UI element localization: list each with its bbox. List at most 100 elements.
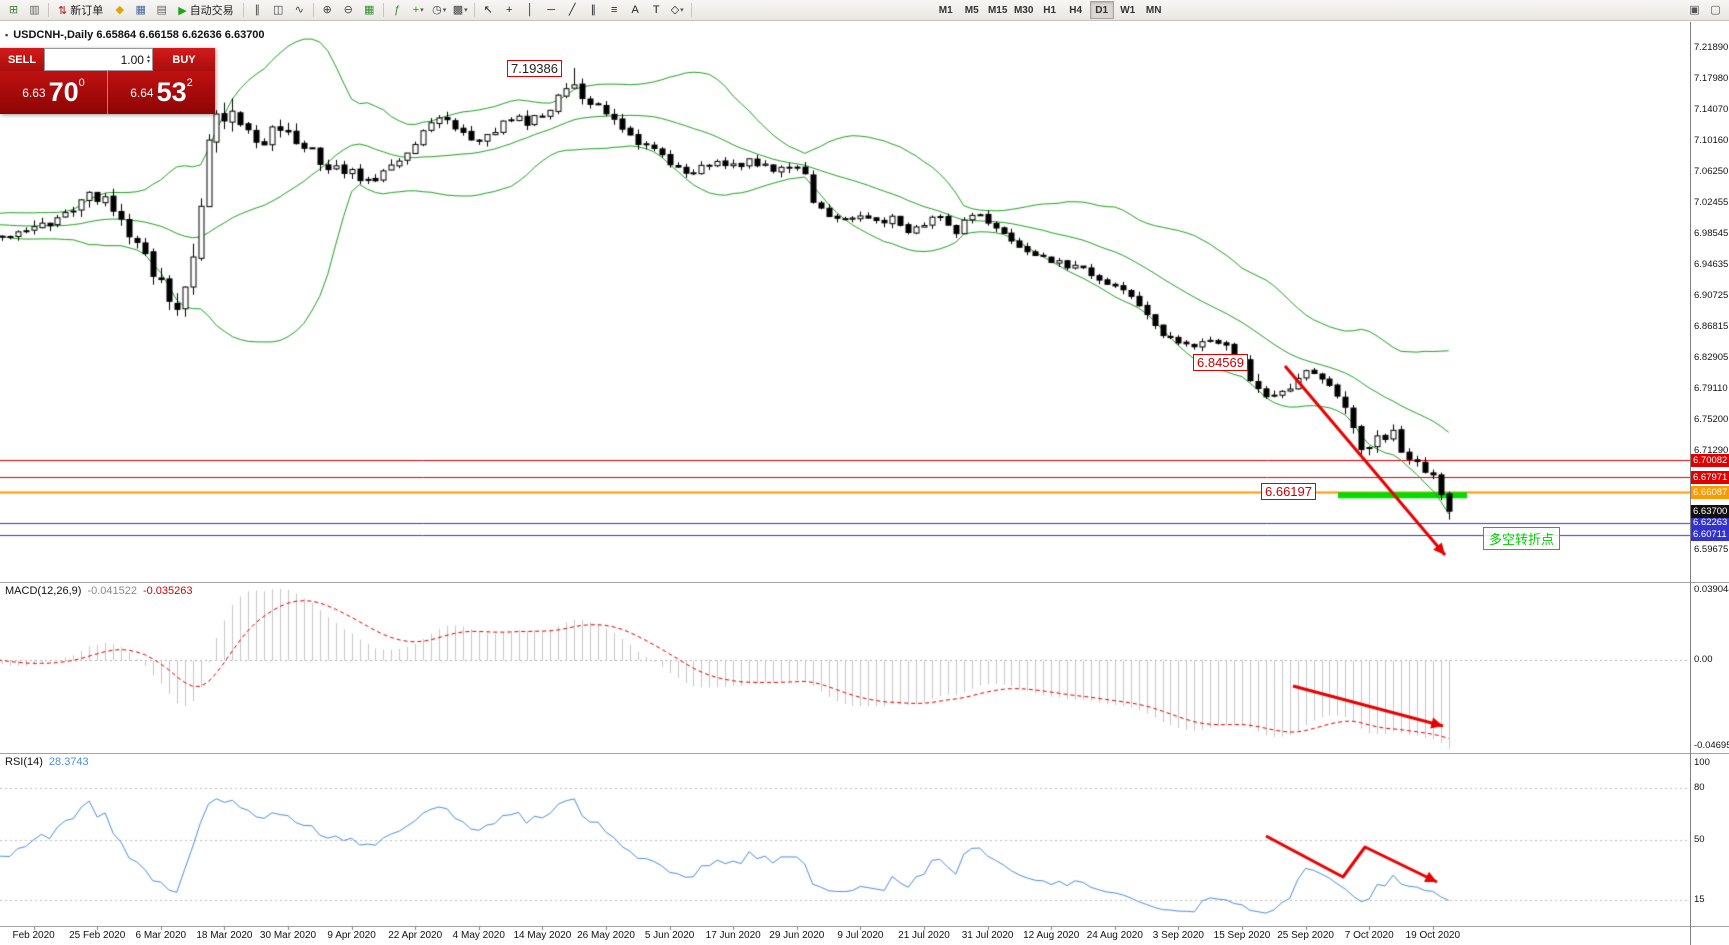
window-restore-icon[interactable]: ▣ [1689,3,1700,16]
date-axis-label: 25 Sep 2020 [1277,930,1334,941]
date-axis-label: 5 Jun 2020 [644,930,695,941]
text-icon[interactable]: A [631,3,639,16]
indicator-list-icon[interactable]: ƒ [394,3,401,16]
main-toolbar: ⊞ ▥ ⇅ 新订单 ◆ ▦ ▤ ▶ 自动交易 ∥ ◫ ∿ ⊕ ⊖ ▦ ƒ + ▾ ◷ ▾ ▩ ▾ ↖ + │ ─ ╱ ∥ ≡ A T ◇ ▾ M1… [0,0,1729,21]
price-axis-label: 7.10160 [1694,135,1729,147]
rsi-label: RSI(14) 28.3743 [5,756,89,768]
volume-value: 1.00 [120,52,144,67]
timeframe-d1-button[interactable]: D1 [1089,1,1114,19]
timeframe-h4-button[interactable]: H4 [1069,4,1083,16]
macd-value-1: -0.041522 [87,585,137,597]
price-axis[interactable]: 7.21890 7.17980 7.14070 7.10160 7.06250 7.024… [1690,22,1729,945]
horizontal-line-icon[interactable]: ─ [547,3,556,16]
entry-price-label[interactable]: 6.66197 [1261,483,1316,500]
templates-icon[interactable]: ▩ ▾ [452,3,468,16]
add-indicator-icon[interactable]: + ▾ [412,3,424,16]
window-maximize-icon[interactable]: ▢ [1710,3,1721,16]
timeframe-h1-button[interactable]: H1 [1043,4,1057,16]
trendline-icon[interactable]: ╱ [568,3,576,16]
date-axis-label: 6 Mar 2020 [135,930,187,941]
label-icon[interactable]: T [652,3,660,16]
macd-scale-label: -0.046959 [1694,740,1729,751]
shapes-icon[interactable]: ◇ ▾ [670,3,684,16]
timeframe-w1-button[interactable]: W1 [1120,4,1136,16]
vertical-line-icon[interactable]: │ [526,3,534,16]
panel-separator-rsi[interactable] [0,753,1729,754]
volume-up-arrow[interactable]: ▴ [146,53,150,60]
buy-button[interactable]: BUY [153,48,215,71]
timeframe-mn-button[interactable]: MN [1145,4,1162,16]
chart-canvas[interactable] [0,22,1690,945]
price-line-label: 6.62263 [1691,516,1729,530]
volume-down-arrow[interactable]: ▾ [146,58,150,65]
panel-separator-macd[interactable] [0,582,1729,583]
timeframe-m5-button[interactable]: M5 [964,4,979,16]
macd-scale-label: 0.039044 [1694,584,1729,595]
date-axis-label: 17 Jun 2020 [705,930,761,941]
buy-price-big: 53 [156,77,187,107]
bar-chart-icon[interactable]: ∥ [254,3,260,16]
one-click-trading-widget: SELL 1.00 ▴ ▾ BUY 6.63 70 0 6.64 53 2 [0,48,215,114]
current-price-label: 6.63700 [1691,504,1729,518]
symbol-info-line: ▪ USDCNH-,Daily 6.65864 6.66158 6.62636 … [5,29,265,41]
annotation-note[interactable]: 多空转折点 [1483,527,1561,550]
cursor-icon[interactable]: ↖ [483,3,493,16]
chart-window: 7.21890 7.17980 7.14070 7.10160 7.06250 7.024… [0,22,1729,945]
time-axis[interactable]: Feb 2020 25 Feb 2020 6 Mar 2020 18 Mar 2020… [0,927,1690,945]
new-order-button[interactable]: ⇅ 新订单 [52,2,109,19]
timeframe-m1-button[interactable]: M1 [938,4,953,16]
rsi-value: 28.3743 [48,756,89,768]
channel-icon[interactable]: ∥ [590,3,596,16]
date-axis-label: 29 Jun 2020 [769,930,825,941]
mid-price-label[interactable]: 6.84569 [1193,354,1248,371]
sell-button[interactable]: SELL [0,48,44,71]
sell-price-sup: 0 [78,77,85,89]
price-line-label: 6.66087 [1691,485,1729,499]
zoom-in-icon[interactable]: ⊕ [322,3,332,16]
price-axis-label: 6.75200 [1694,413,1729,425]
peak-price-label[interactable]: 7.19386 [507,60,562,77]
price-line-label: 6.67971 [1691,470,1729,484]
shapes-icon-dropdown-arrow: ▾ [680,6,684,14]
new-chart-icon[interactable]: ⊞ [8,3,19,16]
price-axis-label: 7.14070 [1694,104,1729,116]
autotrading-button-icon: ▶ [178,4,187,17]
profiles-icon[interactable]: ▥ [29,3,40,16]
data-window-icon[interactable]: ▤ [156,3,167,16]
sell-price-big: 70 [48,77,79,107]
chart-symbol-icon: ▪ [5,30,9,40]
date-axis-label: 3 Sep 2020 [1152,930,1204,941]
line-chart-icon[interactable]: ∿ [294,3,304,16]
toolbar-separator [473,3,475,17]
rsi-scale-label: 15 [1694,894,1705,906]
candlestick-chart-icon[interactable]: ◫ [272,3,284,16]
autotrading-button[interactable]: ▶ 自动交易 [172,2,239,19]
fibonacci-icon[interactable]: ≡ [610,3,618,16]
price-axis-label: 7.21890 [1694,42,1729,53]
crosshair-icon[interactable]: + [505,3,513,16]
price-axis-label: 7.02455 [1694,196,1729,208]
periods-icon[interactable]: ◷ ▾ [432,3,447,16]
price-axis-label: 6.98545 [1694,227,1729,239]
metaeditor-icon[interactable]: ◆ [115,3,124,16]
market-watch-icon[interactable]: ▦ [135,3,146,16]
toolbar-separator [48,3,49,17]
price-axis-label: 6.59675 [1694,544,1729,556]
volume-input[interactable]: 1.00 ▴ ▾ [44,48,153,71]
toolbar-separator [382,3,384,17]
date-axis-label: 7 Oct 2020 [1344,930,1394,941]
timeframe-m30-button[interactable]: M30 [1013,4,1034,16]
symbol-ohlc-text: USDCNH-,Daily 6.65864 6.66158 6.62636 6.… [13,29,265,41]
macd-label: MACD(12,26,9) -0.041522 -0.035263 [5,585,193,597]
tile-windows-icon[interactable]: ▦ [363,3,375,16]
date-axis-label: 22 Apr 2020 [388,930,443,941]
sell-price[interactable]: 6.63 70 0 [0,71,107,114]
buy-price[interactable]: 6.64 53 2 [107,71,215,114]
timeframe-m15-button[interactable]: M15 [987,4,1008,16]
date-axis-label: 15 Sep 2020 [1213,930,1271,941]
periods-icon-dropdown-arrow: ▾ [442,6,447,14]
autotrading-button-label: 自动交易 [189,5,234,17]
price-axis-label: 7.17980 [1694,73,1729,85]
zoom-out-icon[interactable]: ⊖ [343,3,353,16]
toolbar-separator [242,3,244,17]
